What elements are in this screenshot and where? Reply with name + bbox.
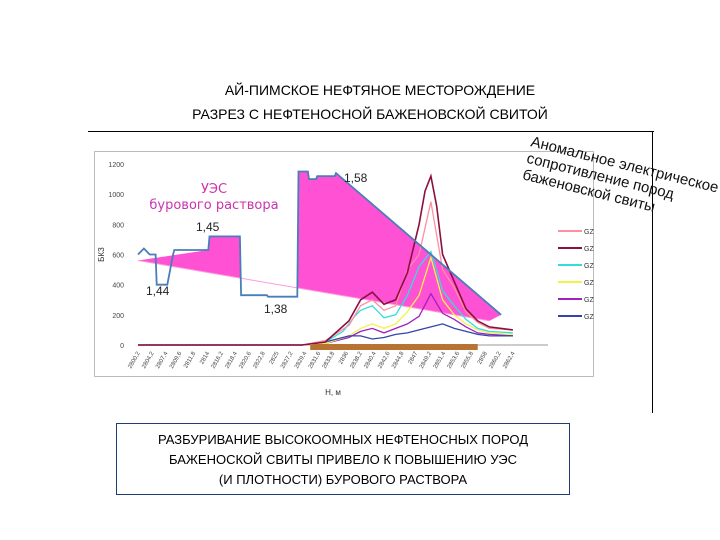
series-gz5-line: [138, 323, 513, 346]
legend-label-gz4: GZ4: [584, 297, 594, 304]
y-tick-label-6: 1200: [108, 162, 124, 169]
y-tick-label-5: 1000: [108, 192, 124, 199]
y-tick-label-2: 400: [112, 283, 124, 290]
density-label-2: 1,38: [264, 302, 288, 316]
conclusion-line3: (И ПЛОТНОСТИ) БУРОВОГО РАСТВОРА: [218, 472, 468, 487]
y-tick-label-1: 200: [112, 313, 124, 320]
density-trend-line: [137, 260, 490, 322]
overlay-label-2: бурового раствора: [149, 198, 278, 213]
legend-label-gz3b: GZ3B: [584, 263, 594, 270]
header-divider: [88, 131, 654, 132]
chart-title-line1: АЙ-ПИМСКОЕ НЕФТЯНОЕ МЕСТОРОЖДЕНИЕ: [224, 82, 536, 98]
mud-resistivity-area: [138, 171, 502, 321]
series-gz3b-line: [138, 250, 513, 346]
legend-label-gz3: GZ3: [584, 280, 594, 287]
legend-label-gz5: GZ5: [584, 314, 594, 321]
density-label-1: 1,45: [196, 220, 220, 234]
y-tick-label-0: 0: [120, 343, 124, 350]
right-divider: [652, 131, 653, 413]
density-label-0: 1,44: [146, 284, 170, 298]
y-tick-label-4: 800: [112, 222, 124, 229]
y-axis-label: БКЗ: [97, 247, 106, 262]
conclusion-line1: РАЗБУРИВАНИЕ ВЫСОКООМНЫХ НЕФТЕНОСНЫХ ПОР…: [157, 432, 529, 447]
legend-label-gz2: GZ2: [584, 246, 594, 253]
conclusion-line2: БАЖЕНОСКОЙ СВИТЫ ПРИВЕЛО К ПОВЫШЕНИЮ УЭС: [169, 452, 517, 467]
anomaly-interval-bar: [310, 344, 478, 350]
overlay-label-1: УЭС: [201, 182, 227, 197]
conclusion-box: РАЗБУРИВАНИЕ ВЫСОКООМНЫХ НЕФТЕНОСНЫХ ПОР…: [116, 423, 570, 495]
x-axis-label: Н, м: [325, 388, 341, 397]
y-tick-label-3: 600: [112, 253, 124, 260]
legend-label-gz1: GZ1: [584, 229, 594, 236]
series-gz2-line: [138, 173, 514, 346]
chart-title-line2: РАЗРЕЗ С НЕФТЕНОСНОЙ БАЖЕНОВСКОЙ СВИТОЙ: [192, 106, 548, 122]
series-gz4-line: [138, 292, 513, 346]
density-label-3: 1,58: [344, 171, 368, 185]
mud-resistivity-line: [137, 170, 502, 316]
